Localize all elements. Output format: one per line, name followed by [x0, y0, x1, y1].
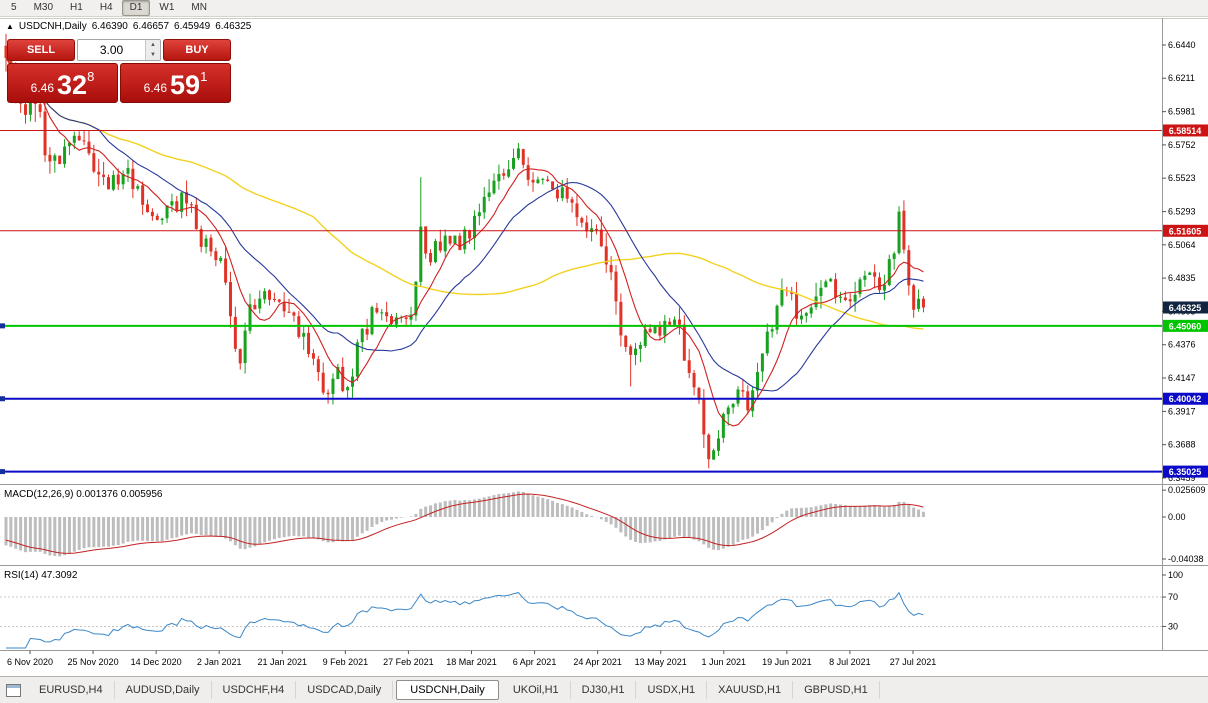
current-price-label: 6.46325: [1163, 301, 1208, 314]
buy-price-main: 6.46: [143, 81, 168, 95]
volume-field: ▲ ▼: [77, 39, 161, 61]
sell-price-main: 6.46: [30, 81, 55, 95]
timeframe-button-H4[interactable]: H4: [99, 2, 113, 13]
svg-text:100: 100: [1168, 570, 1183, 580]
ohlc-high: 6.46657: [132, 21, 170, 32]
svg-text:6.46325: 6.46325: [1169, 303, 1202, 313]
sell-price-pips: 32: [57, 70, 88, 100]
sell-price-display[interactable]: 6.46 32 8: [7, 63, 118, 103]
svg-text:21 Jan 2021: 21 Jan 2021: [258, 657, 308, 667]
chart-title-line: ▲ USDCNH,Daily 6.46390 6.46657 6.45949 6…: [6, 21, 251, 32]
rsi-pane: RSI(14) 47.3092 100 70 30: [0, 570, 1183, 649]
symbol-period-label: USDCNH,Daily: [18, 21, 87, 32]
svg-text:6.51605: 6.51605: [1169, 226, 1202, 236]
svg-text:6.5064: 6.5064: [1168, 240, 1196, 250]
ohlc-open: 6.46390: [91, 21, 128, 32]
date-axis[interactable]: 6 Nov 2020 25 Nov 2020 14 Dec 2020 2 Jan 20…: [7, 650, 937, 668]
svg-text:6 Apr 2021: 6 Apr 2021: [513, 657, 557, 667]
svg-text:24 Apr 2021: 24 Apr 2021: [573, 657, 622, 667]
svg-text:2 Jan 2021: 2 Jan 2021: [197, 657, 242, 667]
chart-tab-UKOil-H1[interactable]: UKOil,H1: [502, 681, 571, 699]
svg-text:6 Nov 2020: 6 Nov 2020: [7, 657, 53, 667]
svg-text:9 Feb 2021: 9 Feb 2021: [323, 657, 369, 667]
timeframe-button-5[interactable]: 5: [11, 2, 17, 13]
svg-text:25 Nov 2020: 25 Nov 2020: [68, 657, 119, 667]
svg-text:70: 70: [1168, 592, 1178, 602]
buy-price-pips: 59: [170, 70, 201, 100]
volume-down-icon[interactable]: ▼: [146, 50, 160, 60]
timeframe-button-H1[interactable]: H1: [70, 2, 83, 13]
svg-text:6.5981: 6.5981: [1168, 107, 1196, 117]
svg-text:0.025609: 0.025609: [1168, 485, 1206, 495]
timeframe-button-W1[interactable]: W1: [159, 2, 175, 13]
svg-text:27 Feb 2021: 27 Feb 2021: [383, 657, 434, 667]
ohlc-low: 6.45949: [174, 21, 211, 32]
svg-text:-0.04038: -0.04038: [1168, 554, 1204, 564]
chart-tabs: EURUSD,H4 AUDUSD,Daily USDCHF,H4 USDCAD,Dai…: [28, 680, 880, 700]
collapse-arrow-icon[interactable]: ▲: [6, 21, 14, 31]
timeframe-button-MN[interactable]: MN: [191, 2, 207, 13]
svg-text:6.35025: 6.35025: [1169, 467, 1202, 477]
price-chart-canvas[interactable]: MACD(12,26,9) 0.001376 0.005956 0.025609 0…: [0, 18, 1208, 676]
svg-text:6.40042: 6.40042: [1169, 394, 1202, 404]
svg-text:27 Jul 2021: 27 Jul 2021: [890, 657, 937, 667]
svg-text:6.4376: 6.4376: [1168, 340, 1196, 350]
chart-tab-GBPUSD-H1[interactable]: GBPUSD,H1: [793, 681, 880, 699]
sell-button[interactable]: SELL: [7, 39, 75, 61]
svg-text:6.5523: 6.5523: [1168, 173, 1196, 183]
svg-text:1 Jun 2021: 1 Jun 2021: [701, 657, 746, 667]
svg-text:6.3459: 6.3459: [1168, 473, 1196, 483]
chart-tabs-bar: EURUSD,H4 AUDUSD,Daily USDCHF,H4 USDCAD,Dai…: [0, 676, 1208, 703]
chart-tab-EURUSD-H4[interactable]: EURUSD,H4: [28, 681, 115, 699]
svg-text:13 May 2021: 13 May 2021: [635, 657, 687, 667]
volume-input[interactable]: [78, 40, 145, 60]
macd-pane: MACD(12,26,9) 0.001376 0.005956 0.025609 0…: [4, 485, 1206, 564]
svg-text:18 Mar 2021: 18 Mar 2021: [446, 657, 497, 667]
chart-tab-USDX-H1[interactable]: USDX,H1: [636, 681, 708, 699]
rsi-title: RSI(14) 47.3092: [4, 570, 78, 581]
candles-layer: [4, 33, 925, 469]
chart-tab-XAUUSD-H1[interactable]: XAUUSD,H1: [707, 681, 794, 699]
macd-title: MACD(12,26,9) 0.001376 0.005956: [4, 489, 163, 500]
svg-text:6.6211: 6.6211: [1168, 73, 1195, 83]
svg-text:0.00: 0.00: [1168, 512, 1186, 522]
volume-up-icon[interactable]: ▲: [146, 40, 160, 50]
buy-price-display[interactable]: 6.46 59 1: [120, 63, 231, 103]
chart-tab-USDCNH-Daily[interactable]: USDCNH,Daily: [396, 680, 499, 700]
buy-price-point: 1: [200, 69, 208, 84]
svg-text:6.4147: 6.4147: [1168, 373, 1196, 383]
svg-text:6.3917: 6.3917: [1168, 406, 1196, 416]
timeframe-button-M30[interactable]: M30: [33, 2, 54, 13]
svg-text:6.4835: 6.4835: [1168, 273, 1196, 283]
svg-text:6.58514: 6.58514: [1169, 126, 1202, 136]
svg-text:30: 30: [1168, 621, 1178, 631]
trade-controls-row: SELL ▲ ▼ BUY: [7, 39, 231, 61]
volume-spinner: ▲ ▼: [145, 40, 160, 60]
sell-price-point: 8: [87, 69, 95, 84]
charts-list-icon[interactable]: [6, 683, 21, 697]
chart-tab-DJ30-H1[interactable]: DJ30,H1: [571, 681, 637, 699]
chart-frame: [0, 18, 1208, 651]
one-click-trading-panel: SELL ▲ ▼ BUY 6.46 32 8 6.46 59 1: [7, 39, 231, 103]
chart-tab-USDCHF-H4[interactable]: USDCHF,H4: [212, 681, 297, 699]
svg-text:6.45060: 6.45060: [1169, 321, 1202, 331]
trade-prices-row: 6.46 32 8 6.46 59 1: [7, 63, 231, 103]
timeframe-button-D1[interactable]: D1: [121, 0, 151, 16]
svg-text:19 Jun 2021: 19 Jun 2021: [762, 657, 812, 667]
timeframe-toolbar: 5 M30 H1 H4 D1 W1 MN: [0, 0, 1208, 17]
moving-averages-layer: [5, 57, 924, 427]
horizontal-lines-layer[interactable]: [0, 129, 1162, 475]
svg-text:6.5752: 6.5752: [1168, 140, 1196, 150]
buy-button[interactable]: BUY: [163, 39, 231, 61]
svg-text:6.3688: 6.3688: [1168, 440, 1196, 450]
svg-text:14 Dec 2020: 14 Dec 2020: [131, 657, 182, 667]
price-axis[interactable]: 6.6440 6.6211 6.5981 6.5752 6.5523 6.5293 6.50…: [1162, 40, 1208, 483]
svg-text:6.5293: 6.5293: [1168, 207, 1196, 217]
svg-text:6.6440: 6.6440: [1168, 40, 1196, 50]
ohlc-close: 6.46325: [215, 21, 252, 32]
chart-tab-USDCAD-Daily[interactable]: USDCAD,Daily: [296, 681, 394, 699]
svg-text:8 Jul 2021: 8 Jul 2021: [829, 657, 871, 667]
chart-tab-AUDUSD-Daily[interactable]: AUDUSD,Daily: [115, 681, 212, 699]
